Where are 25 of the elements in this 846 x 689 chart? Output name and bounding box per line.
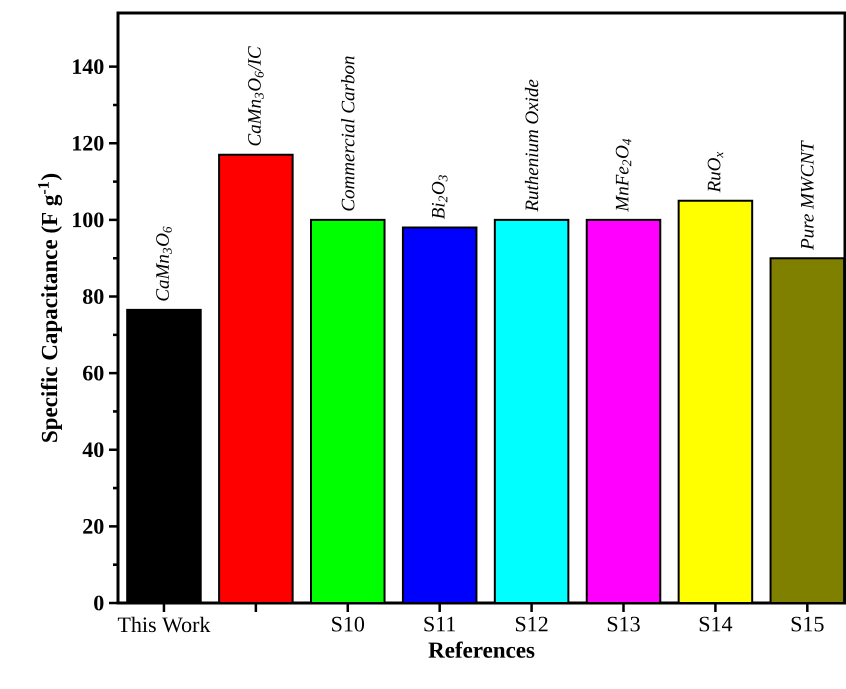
x-tick-label: S14 xyxy=(700,616,732,632)
y-tick-label: 0 xyxy=(94,596,104,610)
y-tick-label: 100 xyxy=(73,212,104,228)
annotation: Bi$_{2}$O$_{3}$ xyxy=(432,175,448,220)
annotation: Pure MWCNT xyxy=(800,140,814,250)
x-tick-label: This Work xyxy=(118,616,210,632)
y-tick-label: 20 xyxy=(83,518,104,534)
y-tick-label: 80 xyxy=(83,289,104,304)
annotation: Ruthenium Oxide xyxy=(524,80,538,212)
annotation: MnFe$_{2}$O$_{4}$ xyxy=(616,138,632,212)
x-tick-label: S10 xyxy=(332,616,364,632)
y-axis-title: Specific Capacitance (F g$^{-1}$) xyxy=(38,174,62,442)
annotation: RuO$_{x}$ xyxy=(708,152,724,193)
annotation: Commercial Carbon xyxy=(341,56,354,211)
x-tick-label: S12 xyxy=(516,616,548,632)
y-tick-label: 40 xyxy=(82,442,104,458)
x-tick-label: S15 xyxy=(792,616,824,632)
x-tick-label: S11 xyxy=(424,616,456,632)
annotation: CaMn$_{3}$O$_{6}$ xyxy=(156,226,172,301)
annotation: CaMn$_{3}$O$_{6}$/IC xyxy=(248,46,264,146)
y-tick-label: 140 xyxy=(73,59,104,74)
y-tick-label: 120 xyxy=(73,136,104,151)
x-tick-label: S13 xyxy=(608,616,640,632)
x-axis-title: References xyxy=(428,641,534,658)
y-tick-label: 60 xyxy=(83,366,104,381)
